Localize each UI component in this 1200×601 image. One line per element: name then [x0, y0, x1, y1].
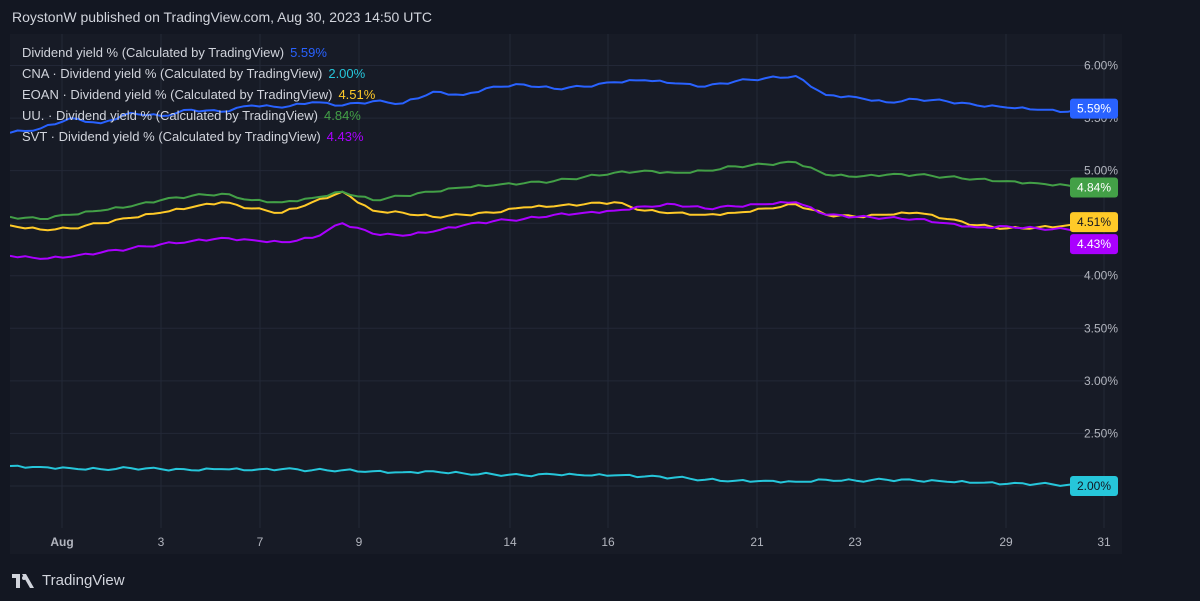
tradingview-brand: TradingView [42, 572, 125, 589]
x-tick-label: Aug [50, 535, 73, 549]
legend-entry[interactable]: SVT · Dividend yield % (Calculated by Tr… [22, 126, 375, 147]
y-tick-label: 2.50% [1084, 426, 1118, 440]
x-tick-label: 21 [750, 535, 764, 549]
y-tick-label: 6.00% [1084, 59, 1118, 73]
legend-series-value: 5.59% [290, 45, 327, 60]
series-line-2 [10, 190, 1099, 232]
legend-entry[interactable]: EOAN · Dividend yield % (Calculated by T… [22, 84, 375, 105]
last-value-label: 2.00% [1077, 479, 1111, 493]
legend-series-name: EOAN · Dividend yield % (Calculated by T… [22, 87, 333, 102]
x-tick-label: 16 [601, 535, 615, 549]
last-value-tag [1070, 234, 1118, 255]
legend-series-value: 4.51% [338, 87, 376, 102]
series-line-1 [10, 464, 1099, 488]
last-value-label: 4.84% [1077, 180, 1111, 194]
series-line-3 [10, 160, 1099, 220]
series-line-0 [10, 75, 1099, 134]
last-value-tag [1070, 177, 1118, 198]
x-tick-label: 3 [158, 535, 165, 549]
x-tick-label: 9 [356, 535, 363, 549]
legend-series-name: Dividend yield % (Calculated by TradingV… [22, 45, 285, 60]
chart-area[interactable]: 6.00%5.50%5.00%4.50%4.00%3.50%3.00%2.50%… [10, 34, 1122, 554]
y-tick-label: 5.00% [1084, 164, 1118, 178]
last-value-label: 4.43% [1077, 237, 1111, 251]
legend-entry[interactable]: Dividend yield % (Calculated by TradingV… [22, 42, 375, 63]
last-value-label: 4.51% [1077, 215, 1111, 229]
y-tick-label: 3.00% [1084, 374, 1118, 388]
publish-info: RoystonW published on TradingView.com, A… [12, 9, 432, 25]
legend-entry[interactable]: CNA · Dividend yield % (Calculated by Tr… [22, 63, 375, 84]
legend-series-value: 2.00% [328, 66, 366, 81]
legend-series-value: 4.43% [326, 129, 364, 144]
tradingview-logo-icon [12, 573, 34, 588]
legend-series-name: SVT · Dividend yield % (Calculated by Tr… [22, 129, 321, 144]
legend-series-name: UU. · Dividend yield % (Calculated by Tr… [22, 108, 318, 123]
header-bar: RoystonW published on TradingView.com, A… [0, 0, 1200, 34]
y-tick-label: 3.50% [1084, 321, 1118, 335]
legend-series-value: 4.84% [324, 108, 361, 123]
last-value-tag [1070, 212, 1118, 233]
legend: Dividend yield % (Calculated by TradingV… [22, 42, 375, 147]
y-tick-label: 4.00% [1084, 269, 1118, 283]
legend-series-name: CNA · Dividend yield % (Calculated by Tr… [22, 66, 323, 81]
x-tick-label: 23 [848, 535, 862, 549]
x-tick-label: 14 [503, 535, 517, 549]
last-value-tag [1070, 475, 1118, 496]
footer: TradingView [12, 572, 125, 589]
series-line-4 [10, 201, 1099, 260]
x-tick-label: 29 [999, 535, 1013, 549]
last-value-label: 5.59% [1077, 102, 1111, 116]
x-tick-label: 31 [1097, 535, 1111, 549]
legend-entry[interactable]: UU. · Dividend yield % (Calculated by Tr… [22, 105, 375, 126]
x-tick-label: 7 [257, 535, 264, 549]
last-value-tag [1070, 98, 1118, 119]
chart-svg[interactable]: 6.00%5.50%5.00%4.50%4.00%3.50%3.00%2.50%… [10, 34, 1122, 554]
